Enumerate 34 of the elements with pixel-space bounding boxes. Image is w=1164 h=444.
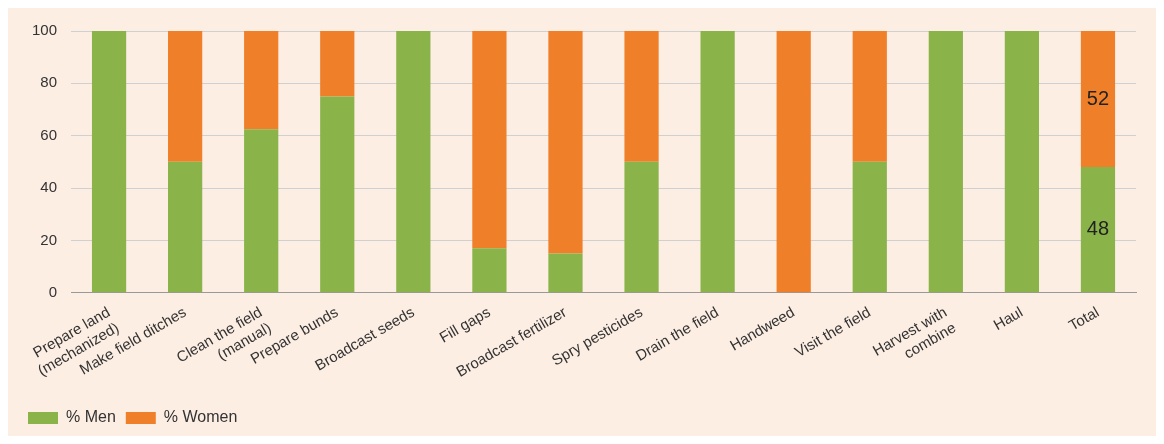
legend-label: % Men — [66, 408, 116, 426]
x-tick-label: Total — [1065, 302, 1102, 334]
data-label: 52 — [1086, 86, 1110, 109]
bar — [852, 161, 887, 293]
bar — [624, 31, 659, 162]
bar — [852, 31, 887, 162]
bar — [168, 31, 203, 162]
y-tick-label: 40 — [40, 178, 58, 196]
bar — [548, 253, 583, 293]
bar — [168, 161, 203, 293]
bar — [1080, 31, 1116, 168]
bar — [472, 31, 507, 249]
y-tick-label: 60 — [40, 125, 58, 143]
y-tick-label: 0 — [48, 282, 58, 300]
bar — [244, 31, 279, 130]
bar — [320, 96, 355, 293]
bar — [396, 31, 431, 293]
bar — [624, 161, 659, 293]
data-label: 48 — [1086, 217, 1110, 240]
bar — [472, 248, 507, 293]
bar — [320, 31, 355, 97]
legend-label: % Women — [163, 408, 238, 426]
y-tick-label: 20 — [40, 230, 58, 248]
bar — [700, 31, 735, 293]
bar — [91, 31, 127, 293]
bar — [244, 129, 279, 293]
y-tick-label: 100 — [32, 21, 58, 39]
bar — [776, 31, 811, 293]
bar — [548, 31, 583, 254]
bar — [1080, 167, 1116, 293]
bar — [928, 31, 963, 293]
bar — [1004, 31, 1040, 293]
x-tick-label: Haul — [990, 302, 1026, 334]
y-tick-label: 80 — [40, 73, 58, 91]
